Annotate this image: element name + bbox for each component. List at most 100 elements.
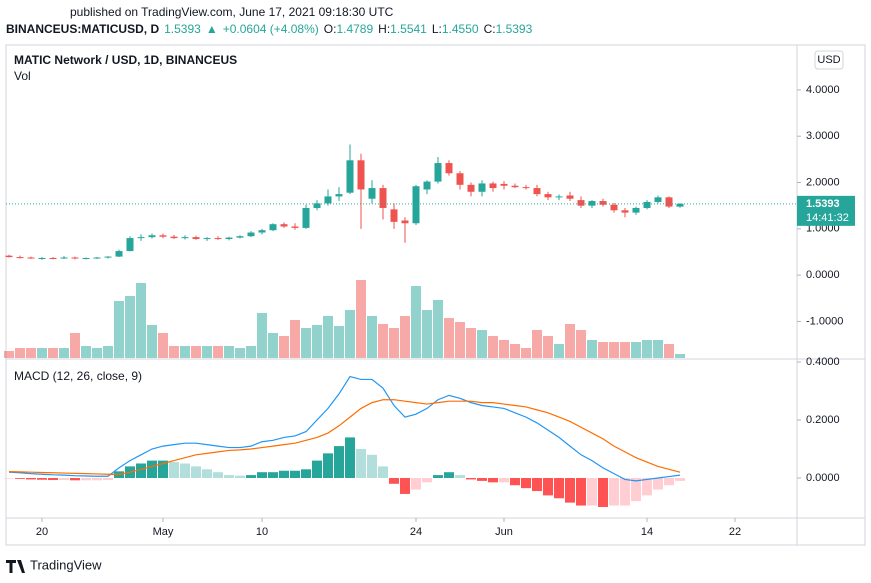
candle-body	[159, 235, 167, 237]
volume-bar	[4, 351, 14, 358]
volume-label: Vol	[14, 69, 31, 83]
volume-bar	[70, 333, 80, 358]
histogram-bar	[631, 477, 641, 502]
x-tick-label: 20	[36, 526, 48, 538]
ohlc-value: 1.5541	[390, 22, 427, 36]
candle-body	[27, 257, 35, 259]
y-tick-label: 0.0000	[806, 269, 840, 281]
volume-bar	[246, 346, 256, 358]
y-tick-label: 4.0000	[806, 84, 840, 96]
y-tick-label: 3.0000	[806, 130, 840, 142]
histogram-bar	[158, 460, 168, 478]
x-tick-label: 10	[256, 526, 268, 538]
histogram-bar	[224, 475, 234, 478]
candle-body	[511, 185, 519, 188]
candle-body	[313, 203, 321, 208]
histogram-bar	[37, 477, 47, 480]
histogram-bar	[400, 477, 410, 494]
candle-body	[16, 257, 24, 259]
ohlc-label: C:	[483, 22, 496, 36]
volume-bar	[81, 346, 91, 358]
volume-bar	[323, 316, 333, 358]
volume-bar	[587, 340, 597, 358]
histogram-bar	[356, 449, 366, 478]
candle-body	[401, 220, 409, 224]
candle-body	[170, 236, 178, 239]
histogram-bar	[257, 472, 267, 478]
x-tick-label: 22	[729, 526, 741, 538]
change: +0.0604 (+4.08%)	[222, 22, 319, 36]
histogram-bar	[268, 472, 278, 478]
ohlc-value: 1.4550	[441, 22, 479, 36]
volume-bar	[114, 301, 124, 358]
volume-bar	[279, 336, 289, 358]
volume-bar	[312, 325, 322, 358]
symbol: BINANCEUS:MATICUSD, D	[6, 22, 160, 36]
volume-bar	[620, 342, 630, 358]
volume-bar	[191, 346, 201, 358]
histogram-bar	[576, 477, 586, 506]
volume-bar	[257, 313, 267, 358]
logo: TradingView	[6, 557, 102, 573]
ohlc-value: 1.4789	[336, 22, 374, 36]
volume-bar	[554, 344, 564, 358]
ohlc-item: C:1.5393	[484, 22, 533, 36]
histogram-bar	[598, 477, 608, 507]
volume-bar	[103, 346, 113, 358]
volume-bar	[532, 330, 542, 358]
volume-bar	[125, 296, 135, 358]
volume-bar	[158, 333, 168, 358]
price: 1.5393	[164, 22, 201, 36]
logo-text: TradingView	[30, 557, 102, 572]
candle-body	[379, 188, 387, 208]
histogram-bar	[147, 460, 157, 478]
histogram-bar	[488, 477, 498, 483]
ohlc-item: L:1.4550	[432, 22, 479, 36]
macd-title: MACD (12, 26, close, 9)	[14, 369, 142, 383]
histogram-bar	[521, 477, 531, 489]
candle-body	[533, 188, 541, 195]
volume-bar	[147, 325, 157, 358]
candle-body	[269, 224, 277, 231]
ohlc-label: O:	[323, 22, 337, 36]
histogram-bar	[312, 460, 322, 478]
candle-body	[610, 204, 618, 211]
volume-bar	[411, 286, 421, 358]
currency-button[interactable]	[814, 50, 844, 70]
histogram-bar	[543, 477, 553, 496]
histogram-bar	[136, 463, 146, 478]
countdown: 14:41:32	[806, 212, 849, 224]
candle-body	[291, 226, 299, 228]
histogram-bar	[15, 477, 25, 479]
histogram-bar	[609, 477, 619, 506]
histogram-bar	[48, 477, 58, 481]
histogram-bar	[653, 477, 663, 490]
histogram-bar	[411, 477, 421, 490]
volume-bar	[356, 280, 366, 358]
candle-body	[577, 200, 585, 206]
volume-bar	[642, 340, 652, 358]
x-tick-label: 14	[641, 526, 653, 538]
volume-bar	[59, 348, 69, 358]
volume-bar	[576, 330, 586, 358]
histogram-bar	[191, 466, 201, 478]
volume-bar	[422, 310, 432, 358]
volume-bar	[301, 328, 311, 358]
volume-bar	[224, 346, 234, 358]
currency[interactable]: USD	[817, 54, 840, 66]
histogram-bar	[26, 477, 36, 480]
price-series	[4, 144, 685, 358]
volume-bar	[268, 333, 278, 358]
histogram-bar	[422, 477, 432, 483]
last-price-label: 1.5393	[806, 198, 840, 210]
histogram-bar	[202, 469, 212, 478]
candle-body	[368, 188, 376, 199]
candle-body	[280, 224, 288, 227]
y-tick-label: 0.2000	[806, 414, 840, 426]
histogram-bar	[81, 477, 91, 481]
histogram-bar	[664, 477, 674, 486]
volume-bar	[444, 318, 454, 358]
volume-bar	[169, 346, 179, 358]
histogram-bar	[334, 446, 344, 478]
